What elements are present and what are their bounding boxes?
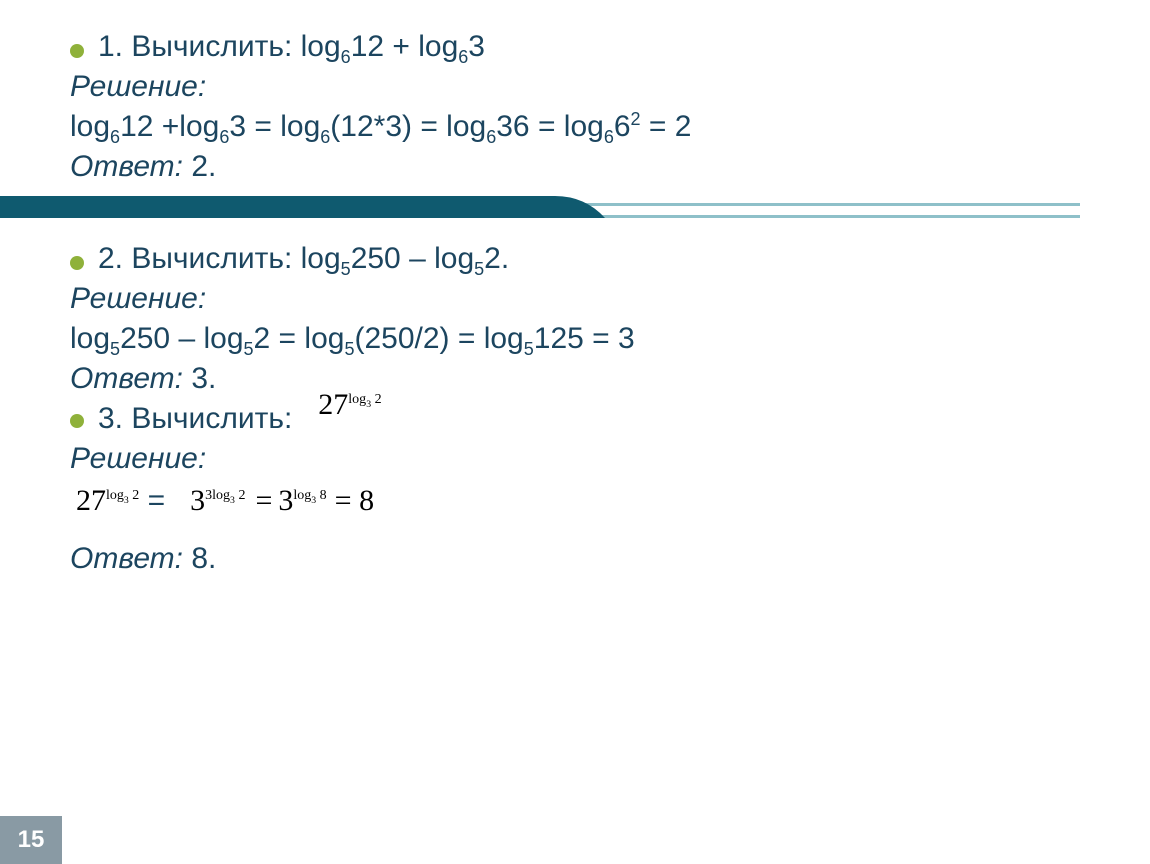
eq-lhs-arg: 2 <box>129 488 140 503</box>
answer-label: Ответ: <box>70 362 191 396</box>
problem1-title: 1. Вычислить: log612 + log63 <box>70 30 1150 64</box>
eq-p2-base: 3 <box>190 484 205 517</box>
eq-p3-log: log <box>293 488 311 503</box>
p3-title-prefix: 3. Вычислить: <box>98 402 292 436</box>
p1-title-expr: log612 + log63 <box>301 30 485 64</box>
answer-label: Ответ: <box>70 542 191 576</box>
p3-eq-p2: 33log3 2 <box>190 484 245 518</box>
bullet-icon <box>70 256 84 270</box>
divider <box>0 196 1080 222</box>
slide-number: 15 <box>0 816 62 864</box>
problem2-title: 2. Вычислить: log5250 – log52. <box>70 242 1150 276</box>
eq-lhs-log: log <box>106 488 124 503</box>
p2-solution-label: Решение: <box>70 282 1150 316</box>
p3-equation: 27log3 2 = 33log3 2 = 3log3 8 = 8 <box>70 484 1150 518</box>
bullet-icon <box>70 414 84 428</box>
bullet-icon <box>70 44 84 58</box>
p3-title-formula: 27log3 2 <box>318 388 381 422</box>
p1-expr: log612 +log63 = log6(12*3) = log636 = lo… <box>70 110 691 144</box>
p1-title-prefix: 1. Вычислить: <box>98 30 301 64</box>
p3-answer-value: 8. <box>191 542 216 576</box>
problem3-title: 3. Вычислить: 27log3 2 <box>70 402 1150 436</box>
p2-expr: log5250 – log52 = log5(250/2) = log5125 … <box>70 322 635 356</box>
p3-solution-label: Решение: <box>70 442 1150 476</box>
slide-number-text: 15 <box>18 826 45 854</box>
solution-label: Решение: <box>70 282 206 316</box>
formula-exp-log: log <box>348 392 366 407</box>
p3-answer: Ответ: 8. <box>70 542 1150 576</box>
eq-p3-base: 3 <box>278 484 293 517</box>
eq-equals1: = <box>139 484 190 518</box>
p1-answer: Ответ: 2. <box>70 150 1150 184</box>
p2-solution-expr: log5250 – log52 = log5(250/2) = log5125 … <box>70 322 1150 356</box>
formula-base: 27 <box>318 388 348 421</box>
p1-solution-label: Решение: <box>70 70 1150 104</box>
p2-answer: Ответ: 3. <box>70 362 1150 396</box>
eq-p2-log: log <box>212 488 230 503</box>
solution-label: Решение: <box>70 70 206 104</box>
slide: 1. Вычислить: log612 + log63 Решение: lo… <box>0 0 1150 864</box>
p1-solution-expr: log612 +log63 = log6(12*3) = log636 = lo… <box>70 110 1150 144</box>
eq-rhs: = 8 <box>335 484 374 518</box>
p3-eq-p3: 3log3 8 <box>278 484 326 518</box>
eq-p2-arg: 2 <box>235 488 246 503</box>
p1-answer-value: 2. <box>191 150 216 184</box>
eq-equals2: = <box>255 484 272 518</box>
p2-title-expr: log5250 – log52. <box>301 242 510 276</box>
p2-answer-value: 3. <box>191 362 216 396</box>
answer-label: Ответ: <box>70 150 191 184</box>
eq-lhs-base: 27 <box>76 484 106 517</box>
eq-p3-arg: 8 <box>316 488 327 503</box>
formula-exp-arg: 2 <box>371 392 382 407</box>
p3-eq-lhs: 27log3 2 <box>76 484 139 518</box>
solution-label: Решение: <box>70 442 206 476</box>
p2-title-prefix: 2. Вычислить: <box>98 242 301 276</box>
